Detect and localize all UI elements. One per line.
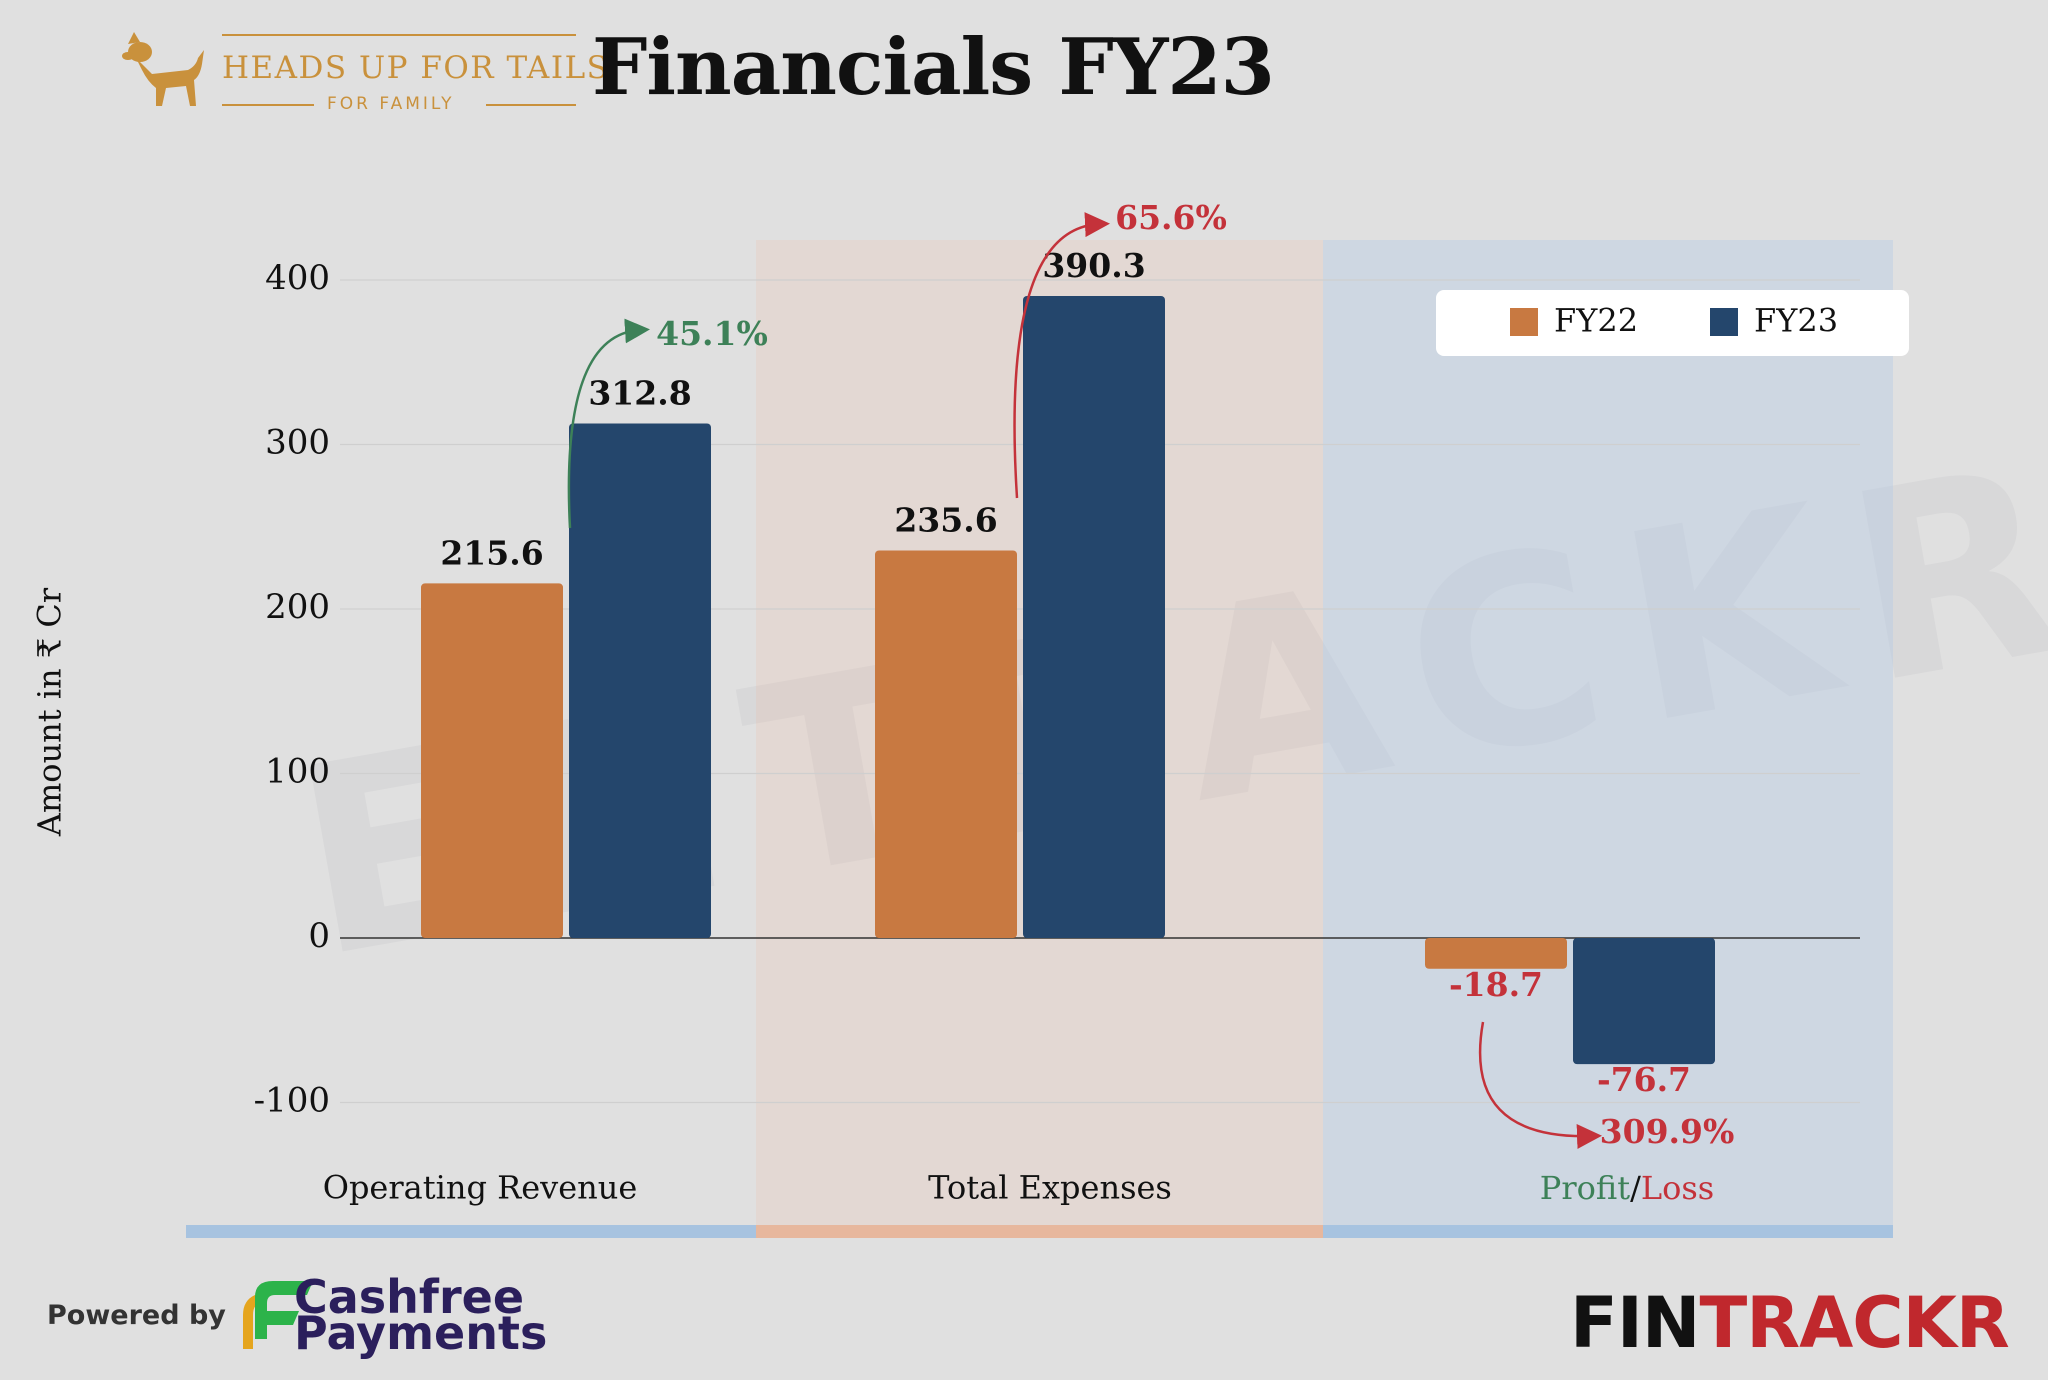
band-underline-profit — [1323, 1225, 1893, 1238]
loss-word: Loss — [1641, 1169, 1714, 1207]
growth-label: 309.9% — [1600, 1112, 1735, 1151]
x-category-label: Profit/Loss — [1540, 1169, 1714, 1207]
data-label: -18.7 — [1449, 965, 1543, 1004]
y-tick-label: 200 — [265, 587, 330, 627]
legend-box — [1436, 290, 1909, 356]
y-tick-label: 300 — [265, 423, 330, 463]
sponsor-name-line1: Cashfree — [294, 1270, 525, 1324]
cashfree-logo-icon — [243, 1281, 313, 1349]
powered-by-label: Powered by — [47, 1300, 226, 1331]
y-tick-label: 0 — [308, 916, 330, 956]
x-category-label: Operating Revenue — [323, 1169, 638, 1207]
y-tick-label: -100 — [254, 1081, 330, 1121]
legend-label: FY23 — [1754, 302, 1838, 340]
y-tick-label: 400 — [265, 258, 330, 298]
data-label: -76.7 — [1597, 1060, 1691, 1099]
brand-rule-top — [222, 34, 576, 36]
growth-arrow — [567, 318, 650, 529]
x-category-label: Total Expenses — [928, 1169, 1172, 1207]
data-label: 215.6 — [440, 533, 543, 572]
page-title: Financials FY23 — [592, 22, 1275, 113]
bar-fy22 — [1425, 938, 1567, 969]
growth-label: 45.1% — [656, 314, 768, 353]
y-axis-label: Amount in ₹ Cr — [31, 587, 69, 837]
growth-label: 65.6% — [1115, 198, 1227, 237]
publisher-logo: FINTRACKR — [1570, 1288, 2010, 1358]
bar-fy22 — [875, 550, 1017, 938]
separator: / — [1630, 1169, 1641, 1207]
publisher-logo-part1: FIN — [1570, 1282, 1700, 1364]
legend-swatch — [1710, 308, 1738, 336]
legend-swatch — [1510, 308, 1538, 336]
bar-fy23 — [1023, 295, 1165, 938]
data-label: 390.3 — [1042, 246, 1145, 285]
data-label: 235.6 — [894, 500, 997, 539]
data-label: 312.8 — [588, 373, 691, 412]
band-underline-revenue — [186, 1225, 756, 1238]
bar-fy23 — [569, 423, 711, 939]
brand-rule-right — [486, 104, 576, 106]
growth-arrow — [1478, 1021, 1602, 1149]
bar-fy23 — [1573, 938, 1715, 1065]
growth-arrow — [1013, 212, 1110, 499]
legend-label: FY22 — [1554, 302, 1638, 340]
brand-name: HEADS UP FOR TAILS — [222, 50, 610, 86]
brand-rule-left — [222, 104, 314, 106]
sponsor-name-line2: Payments — [294, 1306, 548, 1360]
dog-logo-icon — [122, 32, 204, 106]
brand-tagline: FOR FAMILY — [327, 94, 455, 114]
band-underline-expenses — [756, 1225, 1323, 1238]
publisher-logo-part2: TRACKR — [1699, 1282, 2009, 1364]
profit-word: Profit — [1540, 1169, 1630, 1207]
bar-fy22 — [421, 583, 563, 938]
y-tick-label: 100 — [265, 752, 330, 792]
